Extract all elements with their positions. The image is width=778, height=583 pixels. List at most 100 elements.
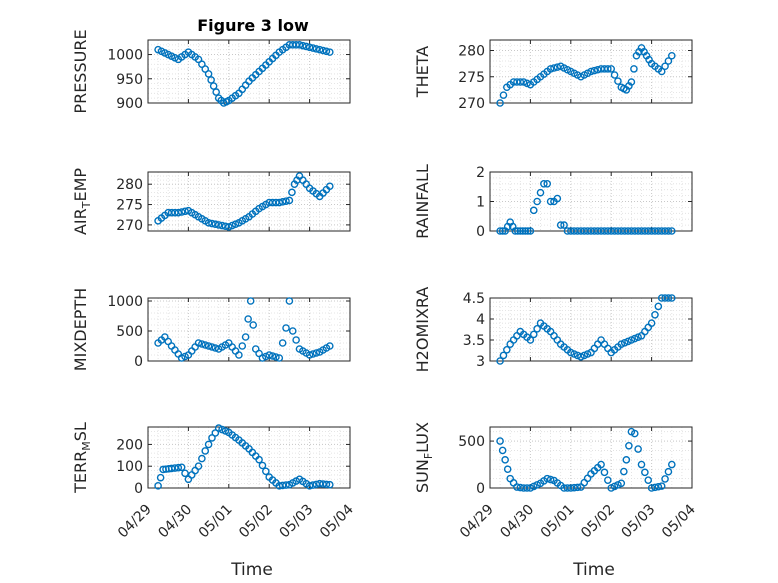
y-tick-label: 280 (116, 177, 143, 193)
data-point (637, 460, 646, 469)
data-point (319, 46, 327, 55)
data-point (204, 440, 213, 449)
data-point (573, 483, 582, 492)
axes-box (147, 39, 351, 104)
y-axis-label: THETA (413, 46, 432, 98)
data-point (282, 481, 290, 489)
x-tick-label: 04/30 (497, 502, 537, 542)
data-point (211, 429, 220, 437)
data-point (651, 310, 659, 319)
subplot-3: 270 275 280 AIRTEMP (71, 168, 351, 235)
data-point (560, 221, 568, 229)
data-point (661, 62, 669, 71)
data-point (322, 47, 331, 56)
y-axis-label: AIRTEMP (71, 168, 93, 235)
data-point (309, 350, 317, 358)
data-point (654, 302, 663, 311)
data-point (249, 321, 258, 329)
y-tick-label: 500 (458, 434, 485, 450)
data-point (305, 351, 314, 359)
data-point (625, 441, 633, 450)
data-point (654, 482, 663, 491)
data-point (278, 198, 287, 206)
data-point (516, 78, 525, 86)
y-tick-label: 1000 (107, 48, 143, 64)
data-point (604, 476, 612, 484)
data-point (499, 91, 508, 99)
data-point (275, 198, 284, 207)
data-point (498, 227, 507, 235)
data-point (302, 42, 311, 51)
data-point (325, 480, 334, 489)
data-point (258, 461, 267, 470)
y-axis-label: RAINFALL (413, 164, 432, 239)
data-point (668, 460, 676, 469)
figure-title: Figure 3 low (197, 16, 309, 35)
data-point (614, 77, 622, 85)
data-point (154, 482, 162, 490)
data-point (275, 354, 284, 362)
data-point (295, 41, 304, 49)
data-point (315, 45, 324, 54)
data-point (590, 66, 599, 75)
data-point (244, 315, 252, 323)
y-tick-label: 3 (476, 354, 485, 370)
subplot-8: 0 500 04/29 04/30 05/01 05/02 05/03 05/04 SUNFLU… (413, 422, 699, 541)
x-tick-label: 05/03 (619, 502, 659, 542)
data-point (181, 469, 189, 478)
data-point (651, 483, 659, 492)
data-point (241, 333, 250, 341)
data-point (543, 474, 552, 483)
x-tick-label: 05/02 (236, 502, 276, 542)
data-point (312, 349, 321, 357)
data-point (501, 456, 509, 464)
data-point (546, 65, 555, 73)
y-tick-label: 275 (458, 70, 485, 86)
data-point (503, 465, 512, 474)
data-point (177, 463, 186, 472)
axes-box (489, 297, 693, 362)
data-point (630, 65, 638, 73)
data-point (255, 455, 263, 464)
data-point (600, 468, 609, 477)
data-point (156, 473, 165, 482)
data-point (513, 227, 522, 235)
data-point (587, 67, 595, 76)
data-point (604, 65, 612, 73)
x-tick-label: 04/29 (457, 502, 497, 542)
subplot-7: 0 100 200 04/29 04/30 05/01 05/02 05/03 05/04 TER… (71, 422, 357, 541)
y-axis-label: H2OMIXRA (413, 287, 432, 373)
x-axis-label-left: Time (230, 560, 273, 580)
x-tick-label: 05/04 (317, 501, 357, 541)
y-tick-label: 1000 (107, 294, 143, 310)
data-point (526, 336, 535, 344)
data-point (198, 340, 206, 348)
data-point (204, 342, 213, 350)
y-tick-label: 900 (116, 96, 143, 112)
subplot-5: 0 500 1000 MIXDEPTH (71, 288, 351, 371)
data-point (622, 456, 631, 464)
data-point (620, 467, 628, 476)
data-point (212, 88, 220, 96)
data-point (630, 429, 639, 438)
data-point (174, 208, 183, 217)
data-point (235, 351, 243, 359)
y-tick-label: 0 (476, 224, 485, 240)
data-point (524, 227, 532, 235)
y-axis-label: SUNFLUX (413, 422, 435, 493)
data-point (204, 70, 213, 78)
data-point (668, 227, 676, 235)
data-point (529, 330, 538, 339)
data-point (647, 319, 656, 328)
subplot-6: 3 3.5 4 4.5 H2OMIXRA (413, 287, 693, 373)
data-point (194, 339, 203, 347)
data-point (305, 482, 314, 490)
y-tick-label: 270 (458, 96, 485, 112)
x-tick-label: 05/04 (659, 501, 699, 541)
data-point (207, 76, 215, 84)
axes-box (147, 171, 351, 232)
data-point (503, 345, 511, 354)
x-axis-label-right: Time (572, 560, 615, 580)
data-point (198, 454, 206, 463)
data-point (523, 484, 531, 492)
